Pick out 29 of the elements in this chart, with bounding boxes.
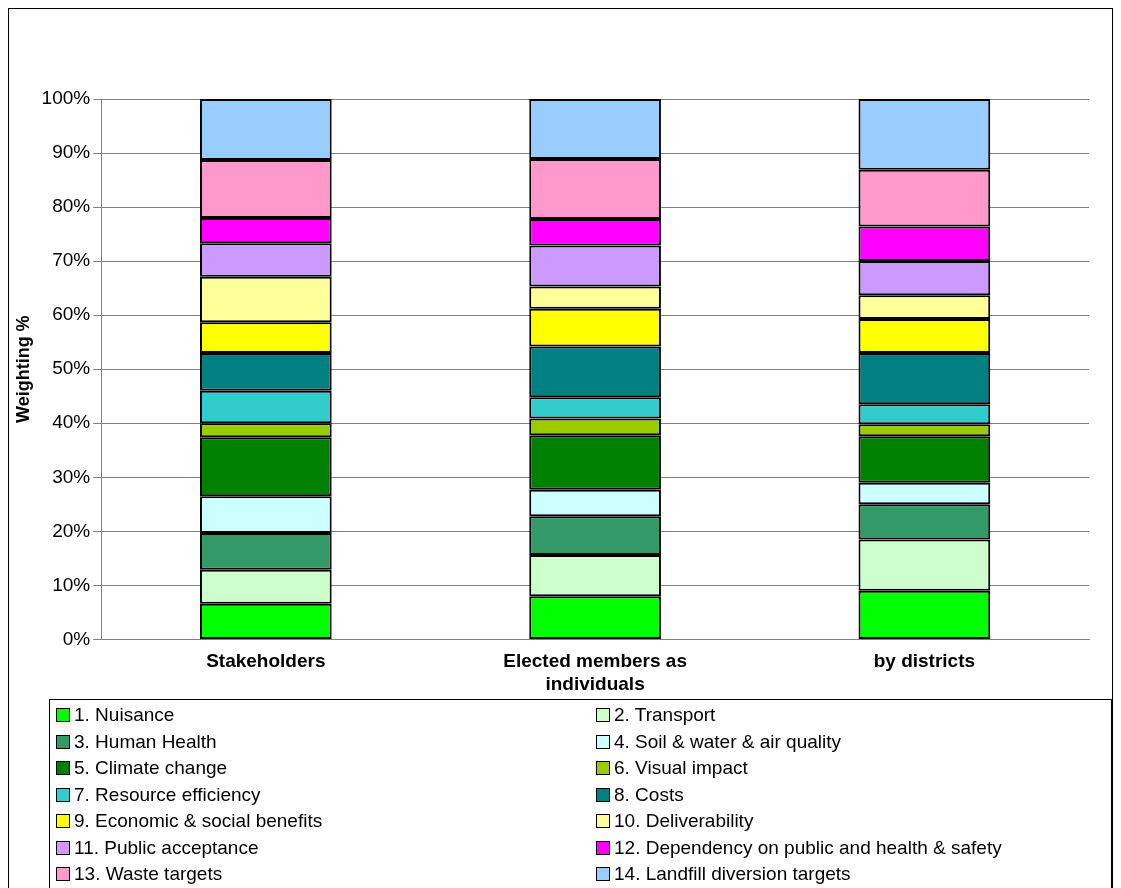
y-tick-label: 30% (52, 465, 91, 487)
legend-label: 1. Nuisance (74, 703, 175, 727)
y-axis-title: Weighting % (12, 315, 33, 424)
y-tick-label: 80% (52, 195, 91, 217)
legend-label: 14. Landfill diversion targets (614, 862, 851, 886)
y-tick-label: 60% (52, 303, 91, 325)
y-tick-label: 100% (41, 87, 91, 109)
y-tick-label: 50% (52, 357, 91, 379)
legend-label: 10. Deliverability (614, 809, 754, 833)
x-tick-label: Elected members as individuals (503, 650, 687, 694)
y-tick-label: 70% (52, 249, 91, 271)
y-tick-label: 20% (52, 519, 91, 541)
y-tick-label: 90% (52, 141, 91, 163)
x-tick-label: Stakeholders (206, 650, 326, 672)
y-tick-label: 40% (52, 411, 91, 433)
legend-label: 7. Resource efficiency (74, 782, 261, 807)
y-tick-label: 0% (62, 627, 91, 649)
legend-label: 4. Soil & water & air quality (614, 729, 842, 754)
legend-label: 13. Waste targets (74, 862, 223, 886)
legend-label: 11. Public acceptance (74, 835, 259, 860)
legend-label: 3. Human Health (74, 729, 217, 754)
y-tick-label: 10% (52, 573, 91, 595)
legend-label: 9. Economic & social benefits (74, 809, 323, 833)
legend-label: 5. Climate change (74, 756, 228, 780)
x-tick-label: by districts (873, 650, 976, 672)
legend-label: 12. Dependency on public and health & safety (614, 835, 1002, 860)
legend-label: 2. Transport (614, 703, 716, 727)
legend-label: 6. Visual impact (614, 756, 748, 780)
legend-label: 8. Costs (614, 782, 684, 807)
